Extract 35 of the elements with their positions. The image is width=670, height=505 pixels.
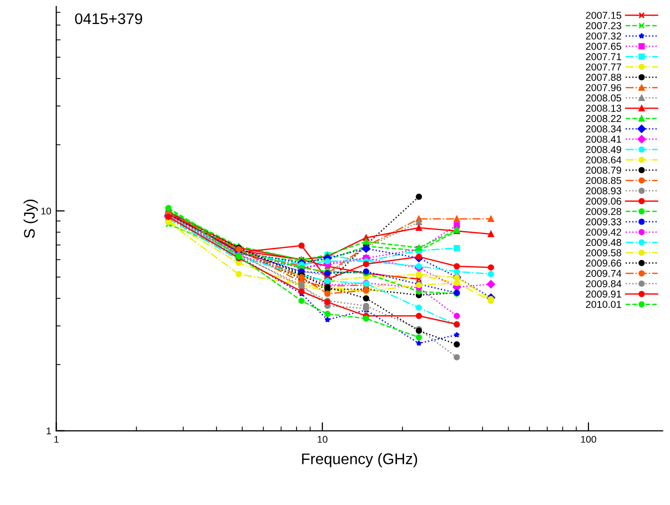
legend-label: 2008.64: [586, 156, 622, 164]
x-axis-title: Frequency (GHz): [302, 453, 418, 468]
legend-label: 2009.84: [586, 280, 622, 288]
legend-label: 2007.65: [586, 42, 622, 50]
legend-label: 2008.49: [586, 146, 622, 154]
x-tick-label: 10: [318, 436, 328, 443]
legend-label: 2009.58: [586, 249, 622, 256]
legend-label: 2009.28: [586, 208, 622, 216]
legend-label: 2009.06: [586, 198, 622, 205]
x-tick-label: 1: [54, 436, 59, 443]
legend-label: 2007.15: [586, 12, 622, 19]
legend-label: 2007.96: [586, 84, 622, 92]
legend-label: 2008.79: [586, 166, 622, 174]
legend-label: 2009.74: [586, 270, 622, 277]
legend-label: 2007.88: [586, 74, 622, 81]
legend-label: 2008.05: [586, 94, 622, 102]
legend-label: 2008.22: [586, 115, 622, 122]
legend-label: 2009.91: [586, 290, 622, 298]
legend-label: 2008.34: [586, 125, 622, 132]
legend-label: 2007.32: [586, 32, 622, 40]
x-tick-label: 100: [581, 436, 596, 443]
legend-label: 2010.01: [586, 300, 622, 308]
legend-label: 2009.48: [586, 238, 622, 246]
legend-label: 2008.41: [586, 136, 622, 143]
legend-label: 2009.66: [586, 260, 622, 267]
legend-label: 2009.33: [586, 218, 622, 226]
legend-label: 2007.23: [586, 22, 622, 30]
legend-label: 2007.77: [586, 63, 622, 71]
legend-label: 2008.85: [586, 176, 622, 184]
legend-label: 2007.71: [586, 53, 622, 60]
y-axis-title: S (Jy): [24, 200, 38, 238]
legend-label: 2008.13: [586, 104, 622, 112]
legend-label: 2008.93: [586, 187, 622, 194]
chart-title: 0415+379: [75, 13, 142, 24]
legend-label: 2009.42: [586, 228, 622, 236]
